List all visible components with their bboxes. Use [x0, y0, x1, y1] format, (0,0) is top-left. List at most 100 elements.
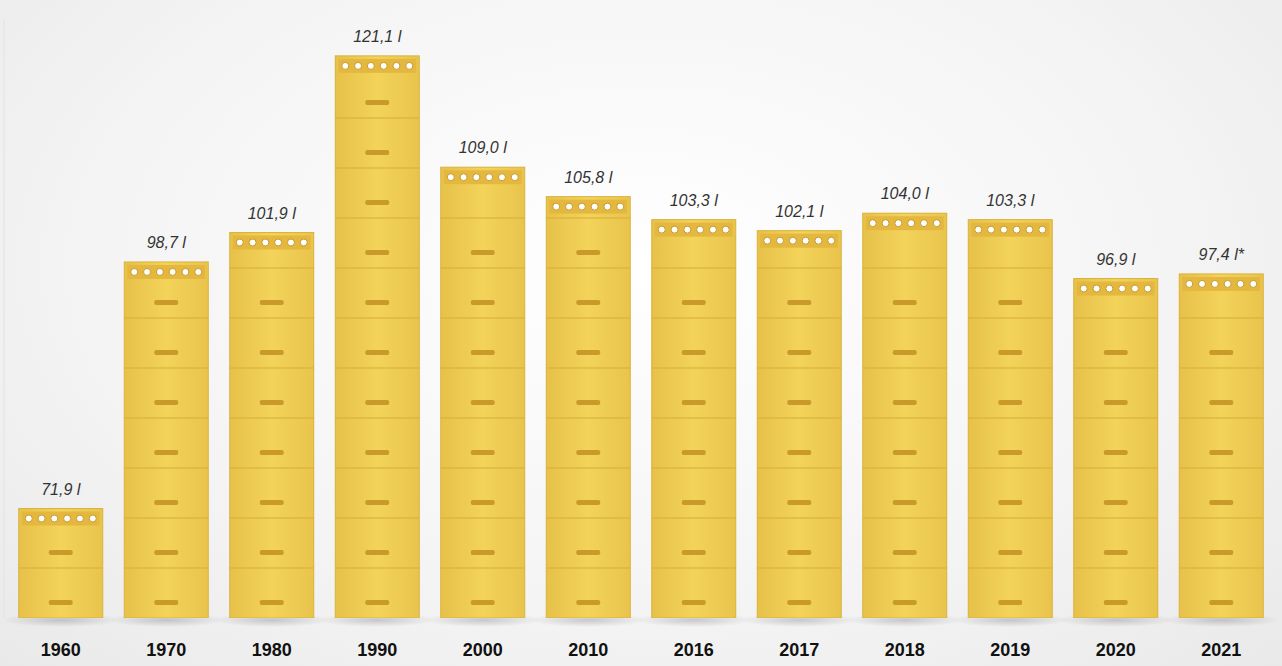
crate-line [757, 517, 841, 518]
crate-handle [471, 600, 495, 605]
bottle-cap [275, 239, 282, 246]
bar [441, 167, 525, 618]
bottle-cap [658, 226, 665, 233]
bottle-cap [156, 268, 163, 275]
crate-handle [1209, 400, 1233, 405]
crate-handle [154, 600, 178, 605]
bottle-cap [393, 62, 400, 69]
bar [652, 220, 736, 618]
crate-line [652, 367, 736, 368]
crate-handle [1209, 600, 1233, 605]
bottle-cap [76, 515, 83, 522]
crate-top [760, 234, 838, 248]
bottle-cap [498, 174, 505, 181]
bar [335, 56, 419, 618]
crate-line [335, 317, 419, 318]
bottle-cap [1026, 226, 1033, 233]
bar [124, 262, 208, 618]
crate-line [1179, 467, 1263, 468]
crate-line [863, 267, 947, 268]
data-label: 96,9 l [1096, 251, 1136, 268]
crate-line [968, 517, 1052, 518]
crate-line [968, 467, 1052, 468]
crate-top [1182, 277, 1260, 291]
crate-line [968, 417, 1052, 418]
bottle-cap [511, 174, 518, 181]
chart: 71,9 l98,7 l101,9 l121,1 l109,0 l105,8 l… [0, 0, 1282, 666]
x-tick-label: 2010 [568, 640, 608, 660]
crate-line [1179, 517, 1263, 518]
crate-handle [787, 550, 811, 555]
bottle-cap [262, 239, 269, 246]
bottle-cap [300, 239, 307, 246]
crate-handle [154, 550, 178, 555]
crate-line [652, 417, 736, 418]
crate-handle [260, 600, 284, 605]
data-label: 104,0 l [881, 185, 929, 202]
x-tick-label: 2017 [779, 640, 819, 660]
crate-handle [365, 200, 389, 205]
crate-line [335, 167, 419, 168]
crate-line [757, 267, 841, 268]
crate-line [863, 467, 947, 468]
crate-line [968, 267, 1052, 268]
crate-handle [682, 550, 706, 555]
crate-line [546, 467, 630, 468]
crate-handle [682, 600, 706, 605]
crate-line [19, 567, 103, 568]
crate-line [757, 317, 841, 318]
bar [863, 213, 947, 618]
crate-line [1074, 417, 1158, 418]
crate-handle [471, 350, 495, 355]
bottle-cap [553, 203, 560, 210]
bottle-cap [51, 515, 58, 522]
crate-top [655, 223, 733, 237]
bar [757, 231, 841, 618]
crate-handle [1104, 550, 1128, 555]
crate-line [546, 367, 630, 368]
x-tick-label: 2016 [674, 640, 714, 660]
crate-line [1074, 367, 1158, 368]
crate-handle [365, 400, 389, 405]
bottle-cap [367, 62, 374, 69]
bar [1074, 279, 1158, 618]
crate-line [335, 567, 419, 568]
crate-handle [893, 300, 917, 305]
crate-handle [576, 500, 600, 505]
crate-top [549, 200, 627, 214]
crate-handle [576, 400, 600, 405]
bottle-cap [1093, 285, 1100, 292]
bottle-cap [473, 174, 480, 181]
crate-handle [1209, 350, 1233, 355]
x-tick-label: 1970 [146, 640, 186, 660]
bottle-cap [249, 239, 256, 246]
crate-line [546, 267, 630, 268]
bottle-cap [869, 220, 876, 227]
bottle-cap [406, 62, 413, 69]
crate-handle [1209, 550, 1233, 555]
bar [1179, 274, 1263, 618]
crate-handle [1104, 350, 1128, 355]
crate-line [1074, 467, 1158, 468]
crate-line [863, 367, 947, 368]
bar [968, 220, 1052, 618]
bottle-cap [684, 226, 691, 233]
crate-line [546, 567, 630, 568]
crate-line [968, 317, 1052, 318]
crate-line [124, 367, 208, 368]
crate-top [444, 170, 522, 184]
crate-handle [365, 600, 389, 605]
x-tick-label: 2000 [463, 640, 503, 660]
crate-handle [787, 450, 811, 455]
crate-line [441, 417, 525, 418]
bottle-cap [1106, 285, 1113, 292]
crate-line [441, 267, 525, 268]
data-label: 98,7 l [147, 234, 187, 251]
x-tick-label: 2019 [990, 640, 1030, 660]
bottle-cap [287, 239, 294, 246]
crate-line [757, 467, 841, 468]
crate-handle [365, 300, 389, 305]
crate-handle [998, 400, 1022, 405]
crate-line [1074, 567, 1158, 568]
crate-top [338, 59, 416, 73]
